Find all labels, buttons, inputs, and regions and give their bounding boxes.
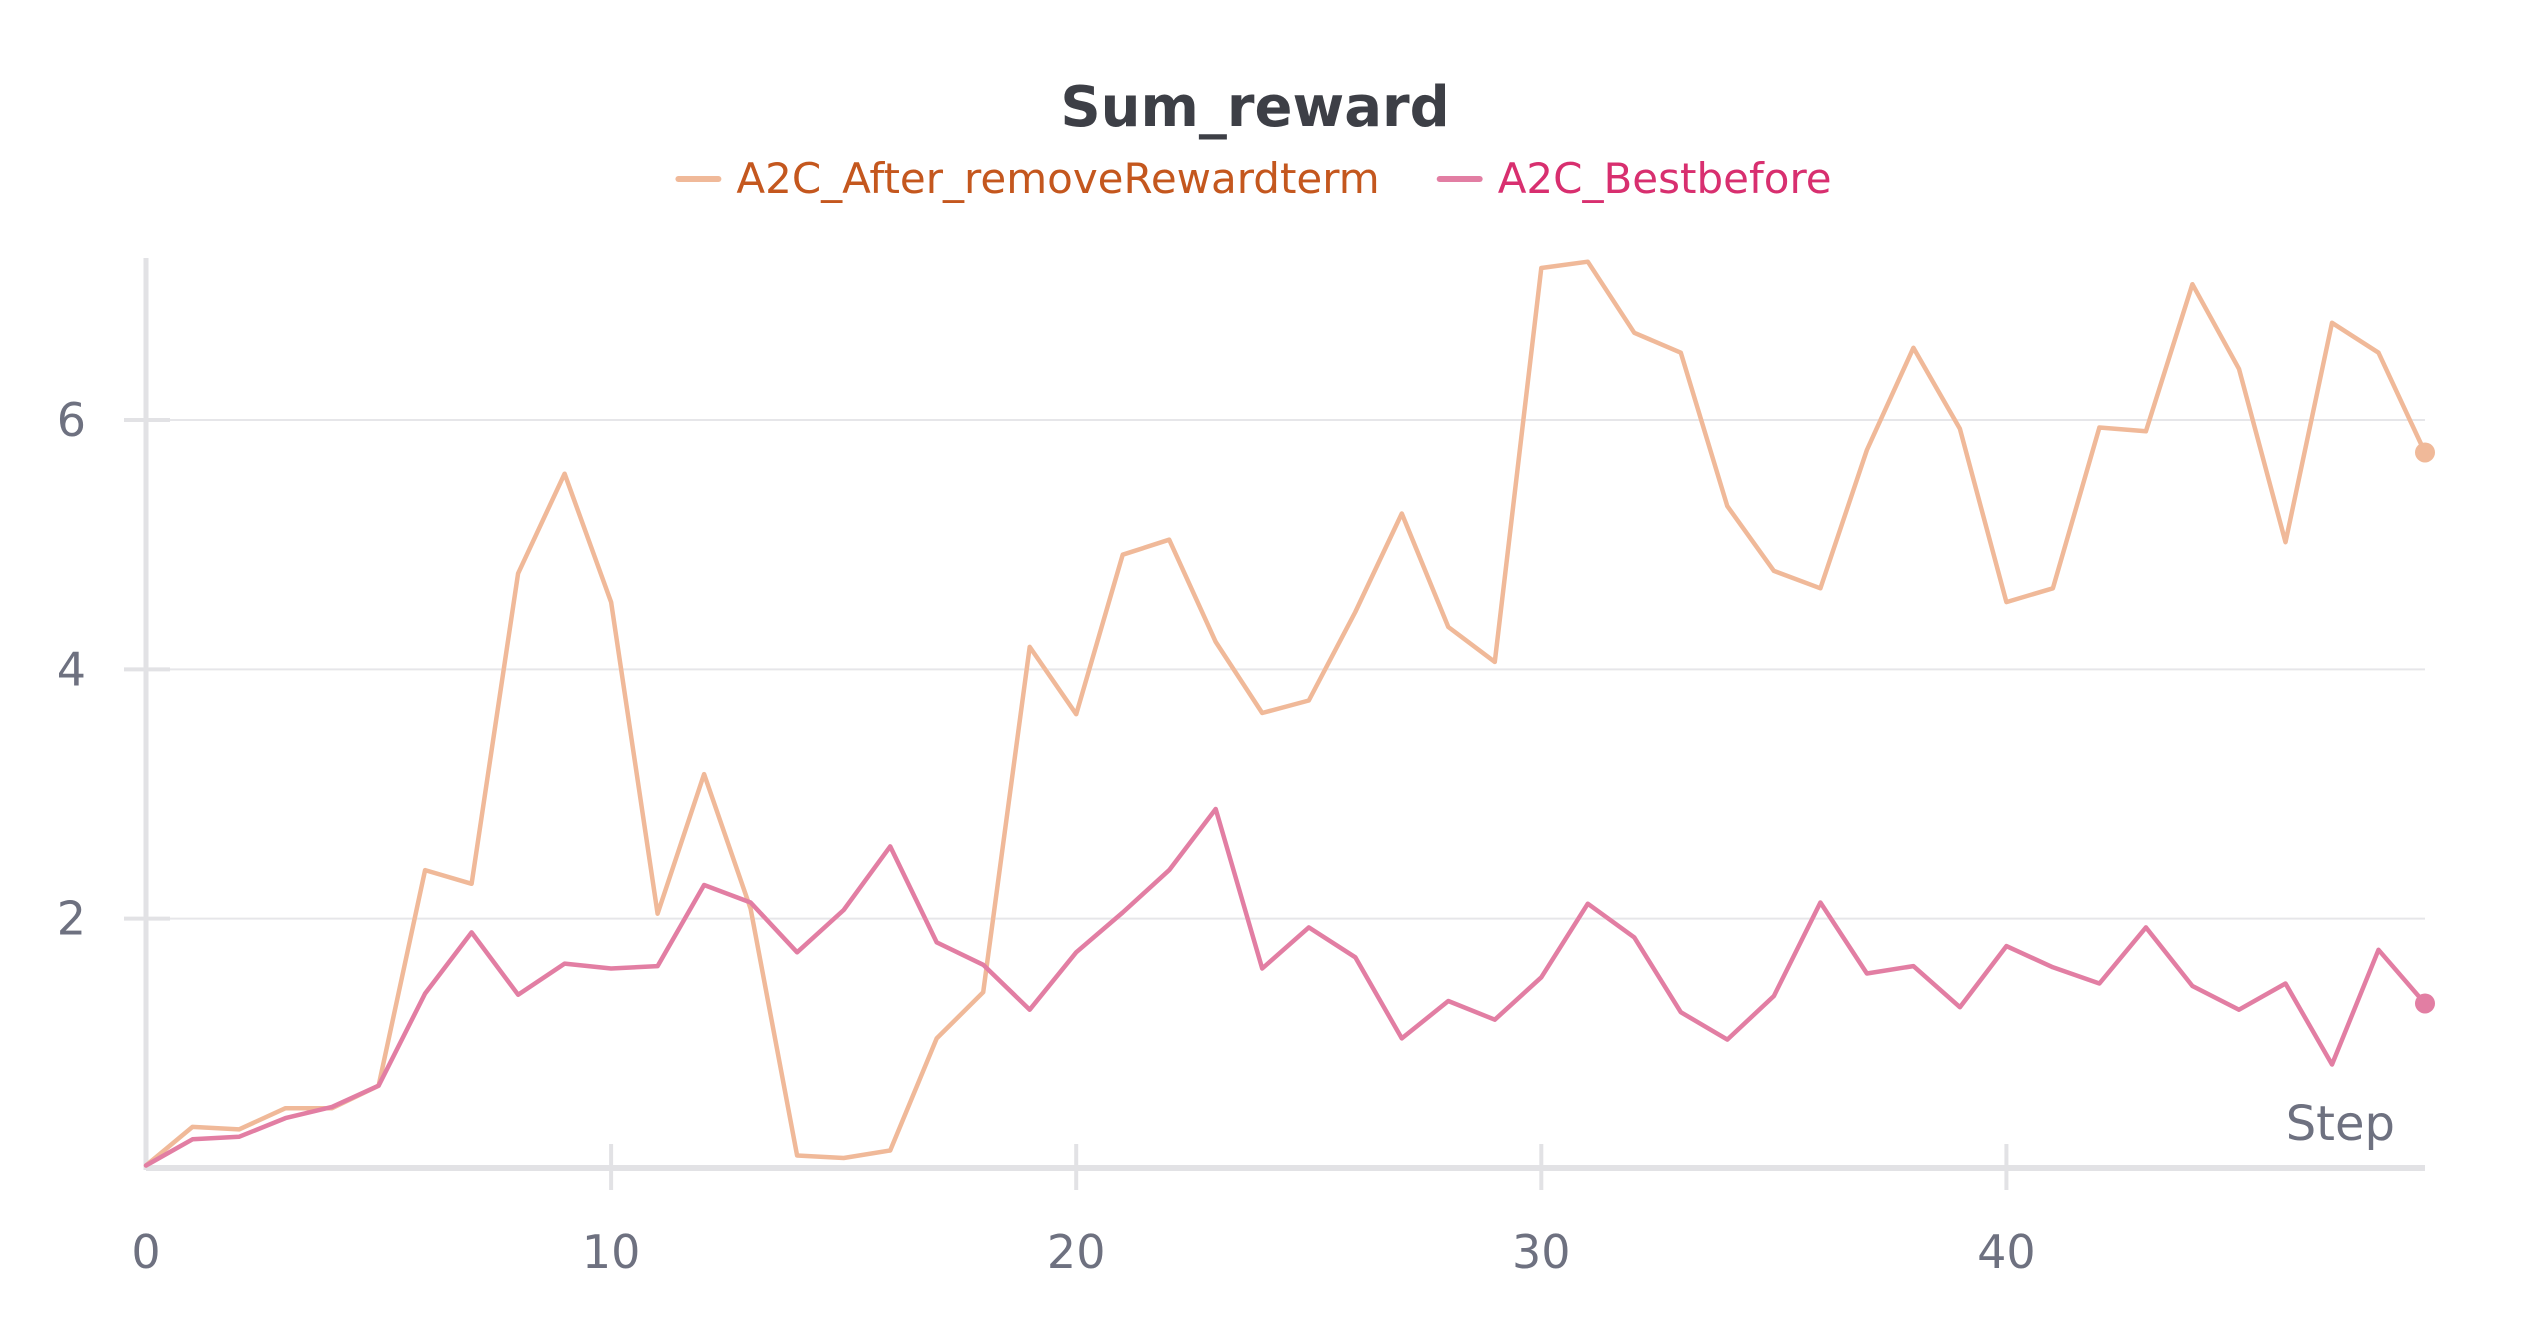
x-tick-label-30: 30 [1512,1225,1571,1279]
series-group [143,259,2435,1168]
legend-item-2: A2C_Bestbefore [1436,154,1832,203]
legend-label-2: A2C_Bestbefore [1498,154,1832,203]
x-tick-label-40: 40 [1977,1225,2036,1279]
y-tick-label-2: 2 [57,892,86,946]
y-tick-label-4: 4 [57,642,86,696]
legend-label-1: A2C_After_removeRewardterm [736,154,1379,203]
x-tick-label-20: 20 [1047,1225,1106,1279]
chart-title: Sum_reward [1060,75,1449,140]
x-axis-label: Step [2286,1096,2395,1152]
x-axis-ticks: 0 10 20 30 40 [131,1144,2036,1279]
series-end-point-2 [2415,993,2435,1014]
series-line-2 [143,806,2428,1168]
y-axis-ticks: 2 4 6 [57,393,170,946]
series-end-point-1 [2415,442,2435,463]
axes [143,258,2425,1171]
legend: A2C_After_removeRewardterm A2C_Bestbefore [675,154,1832,203]
grid [146,419,2425,920]
y-tick-label-6: 6 [57,393,86,447]
legend-item-1: A2C_After_removeRewardterm [675,154,1380,203]
series-line-1 [143,259,2428,1168]
x-tick-label-10: 10 [582,1225,641,1279]
x-tick-label-0: 0 [131,1225,160,1279]
